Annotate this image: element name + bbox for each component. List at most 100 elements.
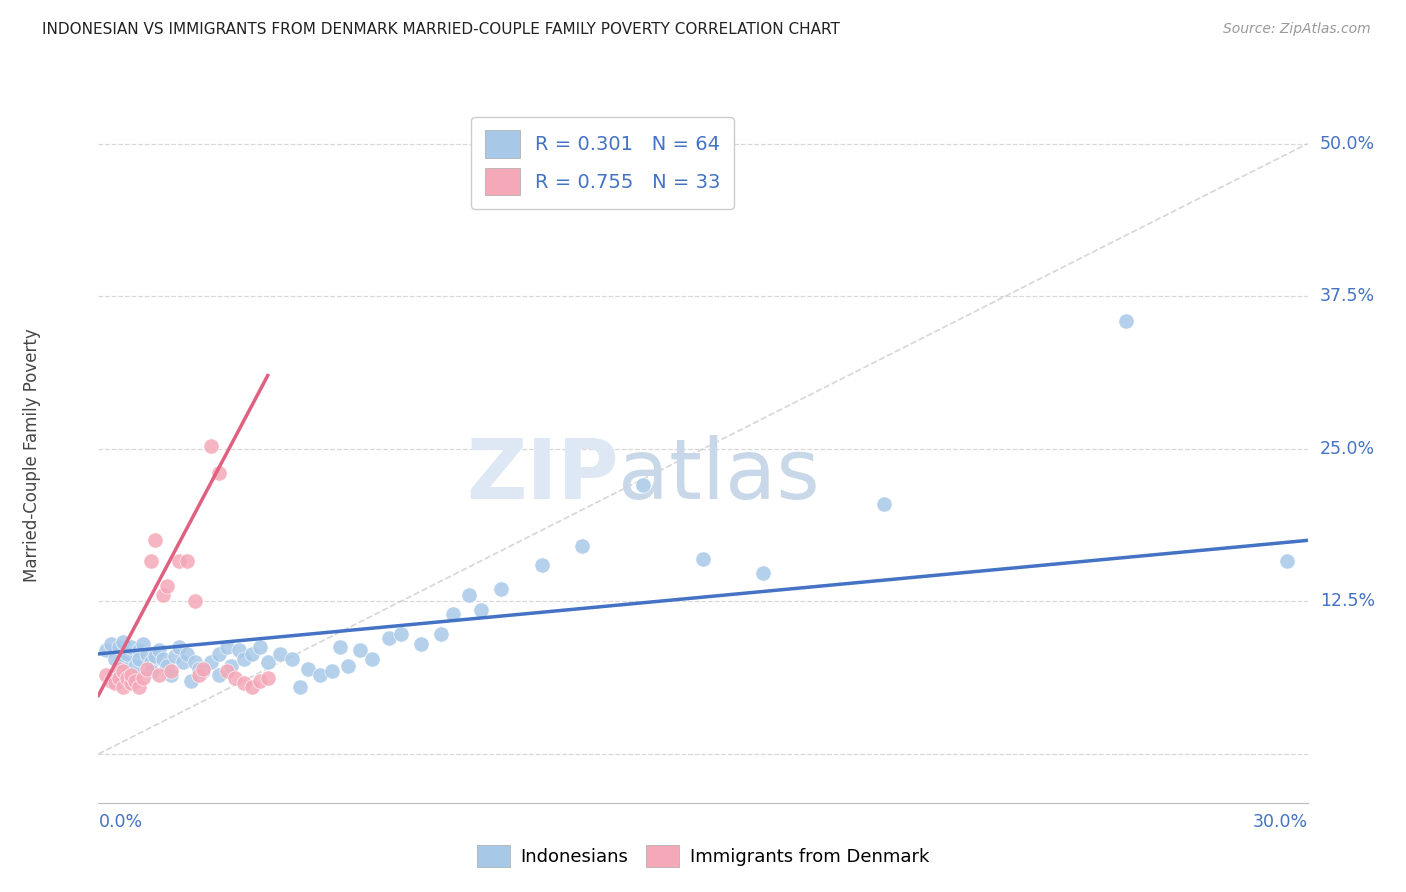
Point — [228, 643, 250, 657]
Text: 25.0%: 25.0% — [1320, 440, 1375, 458]
Point — [160, 664, 183, 678]
Text: 37.5%: 37.5% — [1320, 287, 1375, 305]
Point — [193, 661, 215, 675]
Point — [139, 656, 162, 670]
Point — [752, 566, 775, 581]
Text: 30.0%: 30.0% — [1253, 813, 1308, 830]
Point — [269, 647, 291, 661]
Text: Married-Couple Family Poverty: Married-Couple Family Poverty — [22, 328, 41, 582]
Point — [249, 673, 271, 688]
Point — [143, 649, 166, 664]
Point — [156, 659, 179, 673]
Point — [200, 439, 222, 453]
Point — [1115, 313, 1137, 327]
Point — [180, 673, 202, 688]
Point — [470, 603, 492, 617]
Point — [232, 652, 254, 666]
Point — [240, 647, 263, 661]
Point — [309, 667, 332, 681]
Point — [103, 676, 125, 690]
Point — [530, 558, 553, 572]
Text: INDONESIAN VS IMMIGRANTS FROM DENMARK MARRIED-COUPLE FAMILY POVERTY CORRELATION : INDONESIAN VS IMMIGRANTS FROM DENMARK MA… — [42, 22, 839, 37]
Point — [361, 652, 384, 666]
Point — [224, 671, 246, 685]
Point — [152, 588, 174, 602]
Point — [96, 643, 118, 657]
Point — [240, 680, 263, 694]
Point — [321, 664, 343, 678]
Point — [124, 673, 146, 688]
Point — [329, 640, 352, 654]
Point — [107, 671, 129, 685]
Point — [111, 656, 134, 670]
Point — [167, 640, 190, 654]
Point — [377, 631, 399, 645]
Point — [1277, 554, 1299, 568]
Point — [692, 551, 714, 566]
Text: 50.0%: 50.0% — [1320, 135, 1375, 153]
Point — [163, 649, 186, 664]
Point — [349, 643, 371, 657]
Point — [111, 664, 134, 678]
Point — [128, 643, 150, 657]
Point — [96, 667, 118, 681]
Point — [148, 643, 170, 657]
Point — [120, 640, 142, 654]
Point — [148, 667, 170, 681]
Point — [232, 676, 254, 690]
Point — [256, 656, 278, 670]
Point — [208, 467, 231, 481]
Point — [152, 652, 174, 666]
Point — [873, 497, 896, 511]
Point — [139, 664, 162, 678]
Point — [631, 478, 654, 492]
Point — [221, 659, 243, 673]
Point — [389, 627, 412, 641]
Point — [172, 656, 194, 670]
Point — [156, 578, 179, 592]
Point — [288, 680, 311, 694]
Point — [132, 637, 155, 651]
Point — [143, 533, 166, 548]
Point — [176, 647, 198, 661]
Point — [441, 607, 464, 621]
Point — [115, 671, 138, 685]
Point — [430, 627, 453, 641]
Point — [107, 661, 129, 675]
Point — [184, 594, 207, 608]
Point — [100, 637, 122, 651]
Point — [120, 676, 142, 690]
Point — [571, 540, 593, 554]
Point — [188, 667, 211, 681]
Point — [124, 659, 146, 673]
Point — [208, 647, 231, 661]
Text: 12.5%: 12.5% — [1320, 592, 1375, 610]
Point — [107, 640, 129, 654]
Point — [200, 656, 222, 670]
Legend: Indonesians, Immigrants from Denmark: Indonesians, Immigrants from Denmark — [470, 838, 936, 874]
Point — [458, 588, 481, 602]
Point — [337, 659, 360, 673]
Point — [160, 667, 183, 681]
Point — [139, 554, 162, 568]
Point — [128, 652, 150, 666]
Text: Source: ZipAtlas.com: Source: ZipAtlas.com — [1223, 22, 1371, 37]
Point — [297, 661, 319, 675]
Point — [256, 671, 278, 685]
Point — [281, 652, 304, 666]
Point — [111, 680, 134, 694]
Point — [188, 661, 211, 675]
Point — [120, 667, 142, 681]
Legend: R = 0.301   N = 64, R = 0.755   N = 33: R = 0.301 N = 64, R = 0.755 N = 33 — [471, 117, 734, 209]
Point — [491, 582, 513, 597]
Point — [128, 680, 150, 694]
Point — [135, 647, 157, 661]
Point — [167, 554, 190, 568]
Point — [208, 667, 231, 681]
Point — [111, 634, 134, 648]
Text: ZIP: ZIP — [465, 435, 619, 516]
Point — [100, 673, 122, 688]
Point — [115, 647, 138, 661]
Point — [217, 664, 239, 678]
Point — [193, 664, 215, 678]
